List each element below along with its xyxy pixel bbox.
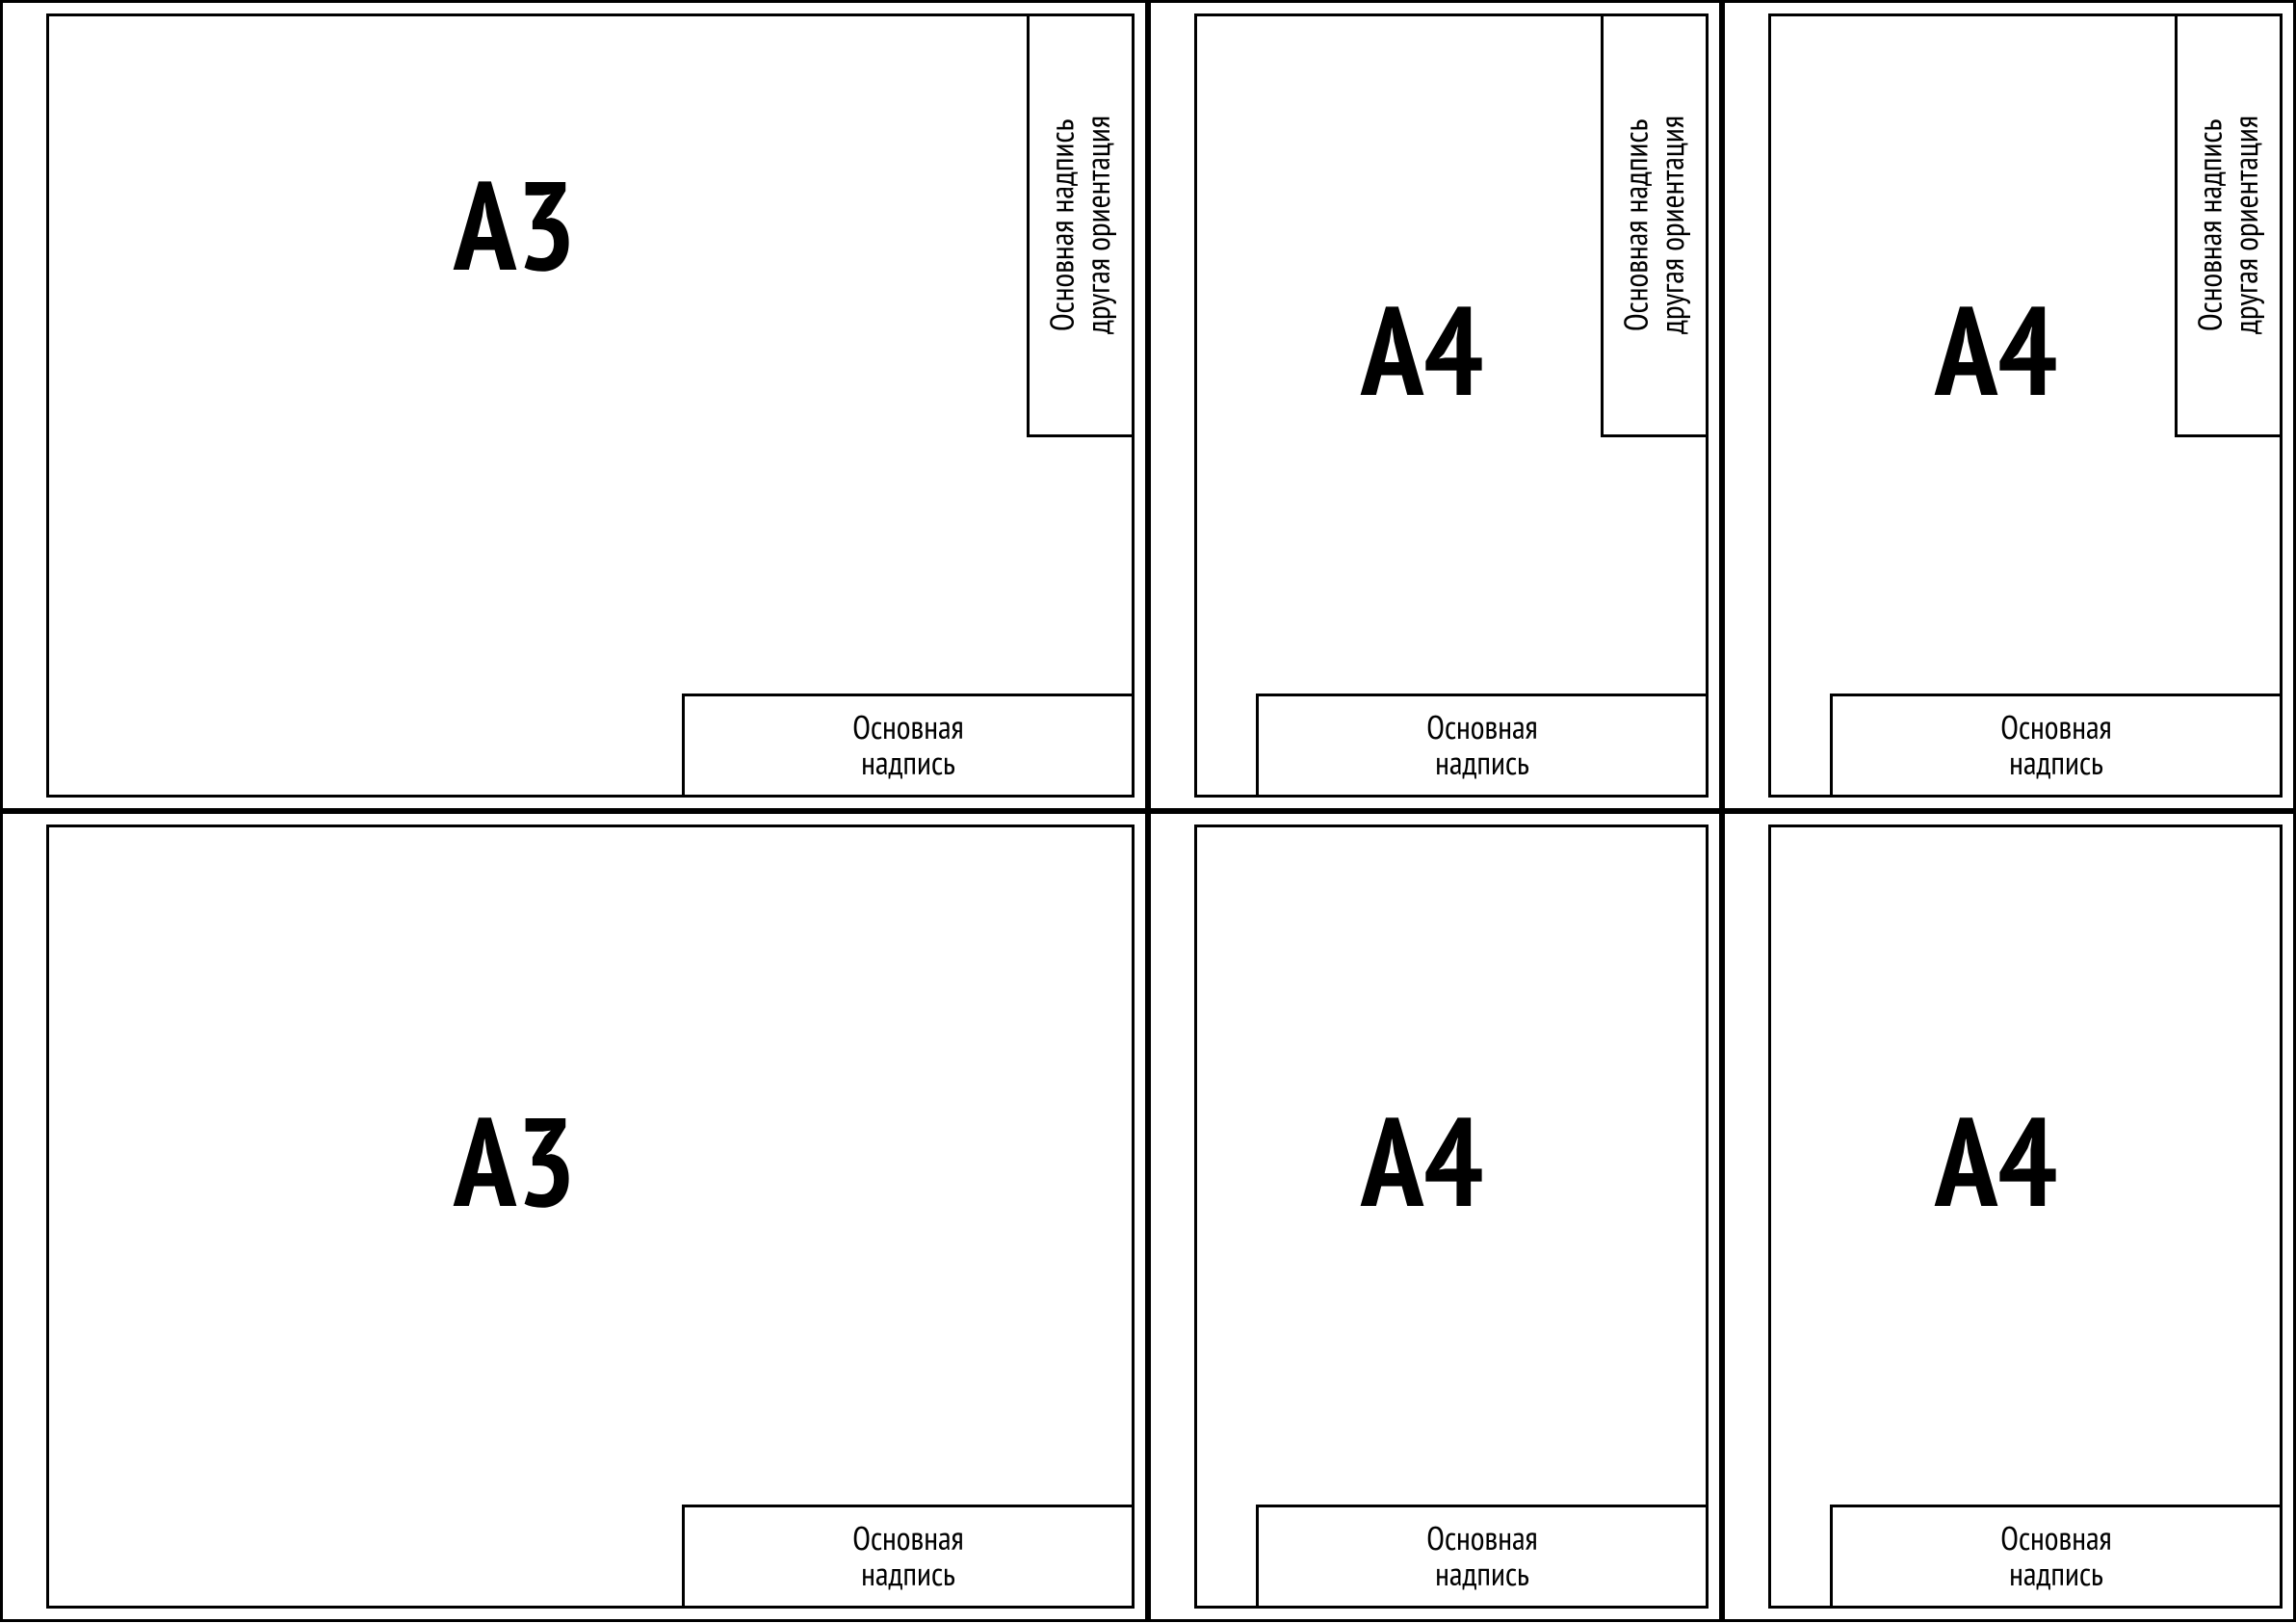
format-label-a4: А4 [1935,286,2057,411]
title-block-text: Основная надпись [852,710,963,782]
title-block-bottom: Основная надпись [1830,694,2283,798]
inner-frame: А3 Основная надпись [46,825,1135,1609]
title-block-alt-orientation: Основная надпись другая ориентация [1601,13,1709,437]
title-block-alt-orientation: Основная надпись другая ориентация [1027,13,1135,437]
title-block-text: Основная надпись [2000,710,2111,782]
title-block-bottom: Основная надпись [682,1505,1135,1609]
title-block-alt-orientation: Основная надпись другая ориентация [2175,13,2283,437]
title-block-alt-text: Основная надпись другая ориентация [1619,117,1691,335]
title-block-bottom: Основная надпись [1256,694,1709,798]
title-block-text: Основная надпись [1426,1521,1537,1593]
title-block-bottom: Основная надпись [1830,1505,2283,1609]
format-label-a4: А4 [1361,286,1483,411]
inner-frame: А4 Основная надпись Основная надпись дру… [1768,13,2283,798]
title-block-text: Основная надпись [1426,710,1537,782]
title-block-bottom: Основная надпись [1256,1505,1709,1609]
sheet-a4-bottom-1: А4 Основная надпись [1148,811,1722,1622]
format-label-a3: А3 [454,161,576,286]
sheet-a3-bottom: А3 Основная надпись [0,811,1148,1622]
diagram-canvas: А3 Основная надпись Основная надпись дру… [0,0,2296,1623]
sheet-a4-top-2: А4 Основная надпись Основная надпись дру… [1722,0,2296,811]
inner-frame: А4 Основная надпись [1768,825,2283,1609]
title-block-alt-text: Основная надпись другая ориентация [1045,117,1117,335]
title-block-bottom: Основная надпись [682,694,1135,798]
format-label-a4: А4 [1361,1097,1483,1222]
inner-frame: А3 Основная надпись Основная надпись дру… [46,13,1135,798]
sheet-a4-bottom-2: А4 Основная надпись [1722,811,2296,1622]
format-label-a3: А3 [454,1097,576,1222]
inner-frame: А4 Основная надпись Основная надпись дру… [1194,13,1709,798]
title-block-text: Основная надпись [2000,1521,2111,1593]
sheet-a3-top: А3 Основная надпись Основная надпись дру… [0,0,1148,811]
inner-frame: А4 Основная надпись [1194,825,1709,1609]
sheet-a4-top-1: А4 Основная надпись Основная надпись дру… [1148,0,1722,811]
format-label-a4: А4 [1935,1097,2057,1222]
title-block-alt-text: Основная надпись другая ориентация [2193,117,2265,335]
title-block-text: Основная надпись [852,1521,963,1593]
